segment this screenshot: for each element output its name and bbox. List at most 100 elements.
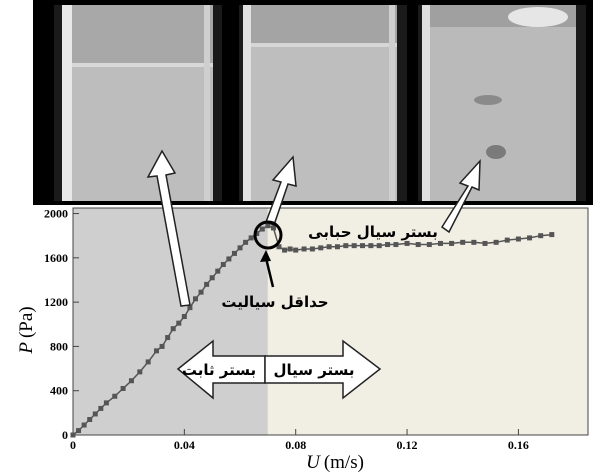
data-point <box>215 268 221 274</box>
data-point <box>237 245 243 251</box>
x-tick-label: 0.08 <box>285 438 306 452</box>
data-point <box>145 359 151 365</box>
fixed-bed-photo <box>54 5 222 201</box>
arrow-to-minimum-fluidization-photo <box>265 155 297 226</box>
data-point <box>426 242 432 248</box>
fixed-bed-label: بستر ثابت <box>182 361 256 379</box>
data-point <box>103 400 109 406</box>
data-point <box>404 240 410 246</box>
data-point <box>70 432 76 438</box>
data-point <box>415 242 421 248</box>
data-point <box>293 247 299 253</box>
data-point <box>248 235 254 241</box>
y-tick-label: 2000 <box>44 207 68 221</box>
data-point <box>165 335 171 341</box>
data-point <box>226 256 232 262</box>
data-point <box>326 244 332 250</box>
min-fluidization-arrowhead <box>260 250 271 262</box>
data-point <box>81 422 87 428</box>
data-point <box>98 405 104 411</box>
data-point <box>318 245 324 251</box>
data-point <box>527 235 533 241</box>
chart-axes <box>72 207 589 436</box>
data-point <box>192 296 198 302</box>
data-point <box>460 239 466 245</box>
minimum-fluidization-photo <box>239 5 407 201</box>
y-axis-label: P(Pa) <box>16 306 37 354</box>
data-point <box>254 230 260 236</box>
min-fluidization-label: حداقل سیالیت <box>221 293 328 311</box>
data-point <box>176 320 182 326</box>
data-point <box>538 233 544 239</box>
x-tick-label: 0 <box>70 438 76 452</box>
data-point <box>549 232 555 238</box>
data-point <box>170 326 176 332</box>
data-point <box>449 240 455 246</box>
y-tick-label: 1200 <box>44 295 68 309</box>
x-tick-label: 0.04 <box>174 438 195 452</box>
data-point <box>87 416 93 422</box>
data-point <box>137 369 143 375</box>
data-point <box>270 225 276 231</box>
y-tick-label: 400 <box>50 384 68 398</box>
data-point <box>343 243 349 249</box>
data-point <box>265 223 271 229</box>
data-point <box>204 281 210 287</box>
data-point <box>187 305 193 311</box>
data-point <box>493 239 499 245</box>
y-tick-label: 800 <box>50 339 68 353</box>
fluidized-bed-arrow <box>264 339 382 400</box>
data-point <box>220 261 226 267</box>
data-point <box>120 385 126 391</box>
data-point <box>112 393 118 399</box>
x-tick-label: 0.12 <box>397 438 418 452</box>
data-point <box>351 243 357 249</box>
data-point <box>376 243 382 249</box>
data-point <box>482 240 488 246</box>
x-axis-label: U (m/s) <box>306 452 364 472</box>
data-point <box>334 244 340 250</box>
data-point <box>309 246 315 252</box>
data-point <box>243 239 249 245</box>
series-line <box>72 224 552 436</box>
data-point <box>471 239 477 245</box>
data-point <box>360 243 366 249</box>
data-point <box>287 246 293 252</box>
data-point <box>128 378 134 384</box>
data-point <box>504 237 510 243</box>
data-point <box>276 244 282 250</box>
data-point <box>437 240 443 246</box>
data-point <box>282 247 288 253</box>
data-point <box>385 242 391 248</box>
fixed-vs-fluid-arrow: بستر ثابت بستر سیال <box>176 339 382 400</box>
data-point <box>159 343 165 349</box>
y-tick-label: 0 <box>62 428 68 442</box>
bubbling-bed-photo <box>418 5 586 201</box>
bubbling-bed-label: بستر سیال حبابی <box>308 223 438 241</box>
data-point <box>92 411 98 417</box>
data-point <box>393 242 399 248</box>
data-point <box>368 243 374 249</box>
chart-ticks: 0 0.04 0.08 0.12 0.16 0 400 800 1200 1600 2000 <box>44 207 529 452</box>
arrow-to-bubbling-bed-photo <box>440 158 481 234</box>
photo-strip <box>33 0 593 205</box>
min-fluidization-circle <box>253 220 283 250</box>
data-point <box>259 226 265 232</box>
data-point <box>231 250 237 256</box>
min-fluidization-pointer <box>264 257 275 288</box>
data-point <box>181 314 187 320</box>
plot-frame <box>72 207 589 436</box>
data-point <box>515 236 521 242</box>
y-tick-label: 1600 <box>44 251 68 265</box>
data-point <box>76 428 82 434</box>
x-tick-label: 0.16 <box>508 438 529 452</box>
arrow-to-fixed-bed-photo <box>146 149 191 307</box>
data-point <box>154 348 160 354</box>
series-layer <box>70 223 555 438</box>
data-point <box>198 289 204 295</box>
data-point <box>301 246 307 252</box>
data-point <box>209 275 215 281</box>
fluidized-bed-label: بستر سیال <box>273 361 354 379</box>
